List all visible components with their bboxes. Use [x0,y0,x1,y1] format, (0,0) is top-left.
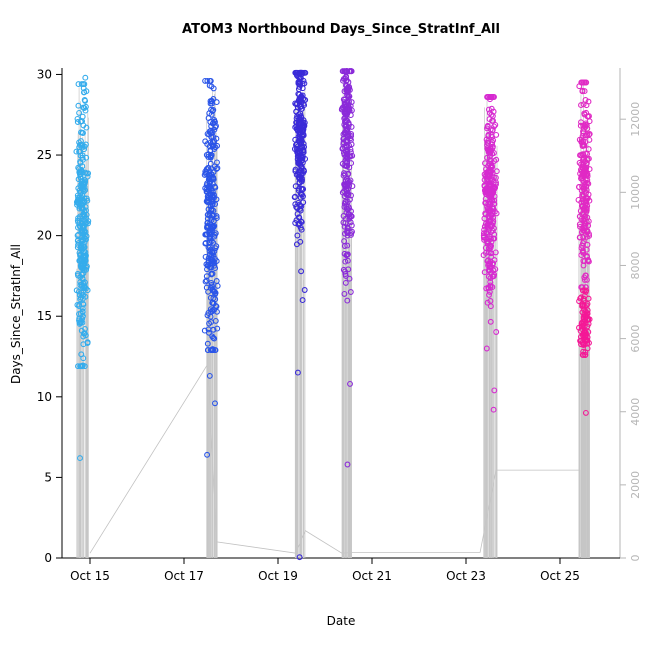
y-axis-tick-label: 25 [37,148,52,162]
x-axis-tick-label: Oct 15 [70,569,110,583]
cluster-oct20 [338,68,356,468]
x-axis-tick-label: Oct 25 [540,569,580,583]
x-axis-tick-label: Oct 17 [164,569,204,583]
right-axis-tick-label: 2000 [629,471,642,499]
cluster-oct25-lower [576,287,593,416]
cluster-oct19 [291,69,309,561]
axes: 0 5 10 15 20 25 30 Oct 15 Oct 17 Oct 19 Oct 21 Oct … [37,67,620,583]
right-axis: 0 2000 4000 6000 8000 10000 12000 [619,68,642,562]
cluster-oct23 [480,94,500,413]
y-axis-tick-label: 20 [37,229,52,243]
chart-title: ATOM3 Northbound Days_Since_StratInf_All [182,22,500,37]
right-axis-tick-label: 6000 [629,325,642,353]
y-axis-label: Days_Since_StratInf_All [9,243,23,385]
y-axis-tick-label: 5 [44,470,52,484]
x-axis-label: Date [326,614,356,628]
right-axis-tick-label: 12000 [629,102,642,137]
x-axis-tick-label: Oct 23 [446,569,486,583]
cluster-oct17 [201,77,221,458]
spike-lines [76,75,590,558]
y-axis-tick-label: 10 [37,390,52,404]
right-axis-tick-label: 8000 [629,251,642,279]
y-axis-tick-label: 30 [37,67,52,81]
y-axis-tick-label: 0 [44,551,52,565]
cluster-oct15 [73,74,92,462]
x-axis-tick-label: Oct 19 [258,569,298,583]
y-axis-tick-label: 15 [37,309,52,323]
connector-line [89,363,581,554]
cluster-oct25-upper [575,79,593,291]
right-axis-tick-label: 4000 [629,398,642,426]
right-axis-tick-label: 0 [629,555,642,562]
x-axis-tick-label: Oct 21 [352,569,392,583]
right-axis-tick-label: 10000 [629,175,642,210]
